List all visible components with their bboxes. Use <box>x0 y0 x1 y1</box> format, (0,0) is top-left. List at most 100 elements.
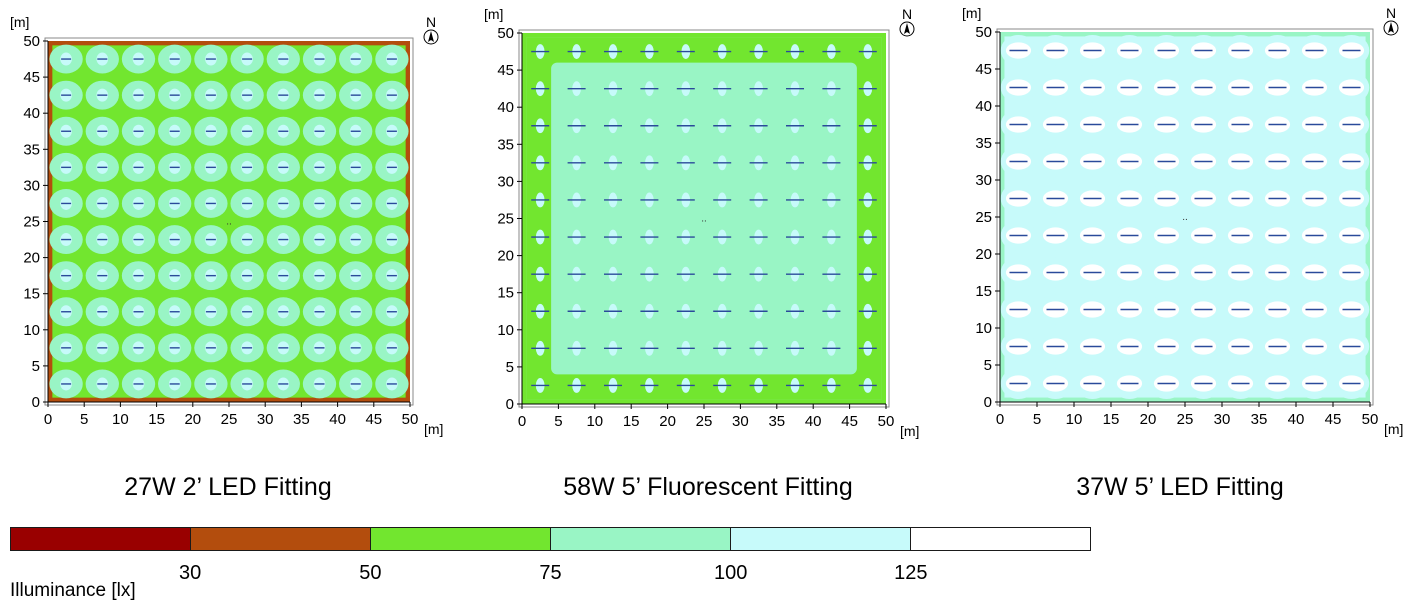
plot-title: 27W 2’ LED Fitting <box>124 473 332 501</box>
center-marker: .. <box>226 217 232 228</box>
y-tick-label: 40 <box>975 98 992 115</box>
x-tick-label: 25 <box>1177 411 1194 428</box>
inner-fill <box>551 62 857 375</box>
y-tick-label: 30 <box>975 172 992 189</box>
y-tick-label: 20 <box>23 250 40 267</box>
legend-swatch-3 <box>370 527 551 551</box>
y-tick-label: 40 <box>23 105 40 122</box>
x-tick-label: 45 <box>841 413 858 430</box>
y-tick-label: 25 <box>497 211 514 228</box>
x-tick-label: 25 <box>221 411 238 428</box>
plot-panel-37w-led: .. 0 0 5 5 10 10 15 15 20 20 25 25 30 30 35 35 40 40 45 45 50… <box>950 0 1420 501</box>
y-tick-label: 5 <box>32 358 40 375</box>
legend-swatch-4 <box>550 527 731 551</box>
y-axis-label: [m] <box>484 6 503 22</box>
legend-tick-label: 30 <box>179 562 202 584</box>
y-tick-label: 30 <box>497 173 514 190</box>
heatmap-svg: .. 00 5 5 10 10 15 15 20 20 25 25 30 30 35 35 40 40 45 45 50… <box>962 5 1403 437</box>
north-label: N <box>902 6 912 22</box>
x-tick-label: 30 <box>732 413 749 430</box>
x-tick-label: 40 <box>805 413 822 430</box>
y-tick-label: 25 <box>975 209 992 226</box>
y-tick-label: 25 <box>23 214 40 231</box>
x-tick-label: 45 <box>365 411 382 428</box>
legend-tick-label: 100 <box>713 562 748 584</box>
plot-panel-58w-fluorescent: .. 0 0 5 5 10 10 15 15 20 20 25 25 30 30 35 35 40 40 45 45 50… <box>470 0 940 501</box>
y-tick-label: 40 <box>497 99 514 116</box>
y-tick-label: 35 <box>975 135 992 152</box>
x-tick-label: 5 <box>80 411 88 428</box>
x-tick-label: 40 <box>329 411 346 428</box>
x-tick-label: 35 <box>768 413 785 430</box>
north-arrow-needle <box>1388 22 1394 33</box>
y-tick-label: 50 <box>975 24 992 41</box>
x-tick-label: 5 <box>1033 411 1041 428</box>
x-tick-label: 0 <box>44 411 52 428</box>
plot-panel-27w-led: .. 0 0 5 5 10 10 15 15 20 20 25 25 30 30 35 35 40 40 45 45 50… <box>0 0 460 501</box>
x-tick-label: 45 <box>1325 411 1342 428</box>
x-tick-label: 20 <box>184 411 201 428</box>
y-tick-label: 0 <box>506 396 514 413</box>
legend-swatch-2 <box>190 527 371 551</box>
x-tick-label: 5 <box>554 413 562 430</box>
plot-title: 37W 5’ LED Fitting <box>1076 473 1284 501</box>
legend-swatch-1 <box>10 527 191 551</box>
x-tick-label: 10 <box>112 411 129 428</box>
y-tick-label: 20 <box>497 248 514 265</box>
legend-swatch-6 <box>910 527 1091 551</box>
center-marker: .. <box>1182 212 1188 223</box>
y-axis-label: [m] <box>10 14 29 30</box>
legend-tick-label: 125 <box>894 562 928 584</box>
x-axis-label: [m] <box>900 423 919 439</box>
x-tick-label: 10 <box>1066 411 1083 428</box>
heatmap-svg: .. 00 5 5 10 10 15 15 20 20 25 25 30 30 35 35 40 40 45 45 50… <box>10 14 443 437</box>
y-tick-label: 5 <box>984 357 992 374</box>
y-tick-label: 15 <box>497 285 514 302</box>
north-label: N <box>426 14 436 30</box>
x-tick-label: 20 <box>1140 411 1157 428</box>
y-tick-label: 45 <box>497 62 514 79</box>
x-tick-label: 10 <box>586 413 603 430</box>
x-tick-label: 30 <box>1214 411 1231 428</box>
y-tick-label: 0 <box>32 394 40 411</box>
x-tick-label: 30 <box>257 411 274 428</box>
x-tick-label: 15 <box>623 413 640 430</box>
y-tick-label: 10 <box>497 322 514 339</box>
x-tick-label: 20 <box>659 413 676 430</box>
heatmap-svg: .. 00 5 5 10 10 15 15 20 20 25 25 30 30 35 35 40 40 45 45 50… <box>484 6 919 439</box>
heatmap-area: .. <box>522 33 886 404</box>
x-tick-label: 50 <box>878 413 895 430</box>
legend-color-bar <box>10 527 1091 551</box>
x-tick-label: 40 <box>1288 411 1305 428</box>
illuminance-legend: 30 50 75 100 125 <box>10 527 1091 584</box>
north-arrow-needle <box>904 23 910 34</box>
y-tick-label: 30 <box>23 177 40 194</box>
x-tick-label: 0 <box>996 411 1004 428</box>
x-tick-label: 15 <box>1103 411 1120 428</box>
y-tick-label: 35 <box>23 141 40 158</box>
north-label: N <box>1386 5 1396 21</box>
y-tick-label: 20 <box>975 246 992 263</box>
y-tick-label: 50 <box>497 25 514 42</box>
y-tick-label: 35 <box>497 136 514 153</box>
y-tick-label: 45 <box>23 69 40 86</box>
y-tick-label: 15 <box>975 283 992 300</box>
x-axis-label: [m] <box>424 421 443 437</box>
legend-title: Illuminance [lx] <box>10 580 136 601</box>
plot-title: 58W 5’ Fluorescent Fitting <box>563 473 853 501</box>
heatmap-area: .. <box>48 41 410 402</box>
y-tick-label: 15 <box>23 286 40 303</box>
legend-swatch-5 <box>730 527 911 551</box>
north-arrow-needle <box>428 31 434 42</box>
x-tick-label: 50 <box>402 411 419 428</box>
x-tick-label: 35 <box>293 411 310 428</box>
legend-tick-label: 50 <box>359 562 382 584</box>
heatmap-area: .. <box>1000 32 1370 402</box>
x-tick-label: 0 <box>518 413 526 430</box>
center-marker: .. <box>701 214 707 225</box>
y-tick-label: 50 <box>23 33 40 50</box>
x-tick-label: 15 <box>148 411 165 428</box>
x-axis-label: [m] <box>1384 421 1403 437</box>
y-tick-label: 5 <box>506 359 514 376</box>
x-tick-label: 25 <box>696 413 713 430</box>
